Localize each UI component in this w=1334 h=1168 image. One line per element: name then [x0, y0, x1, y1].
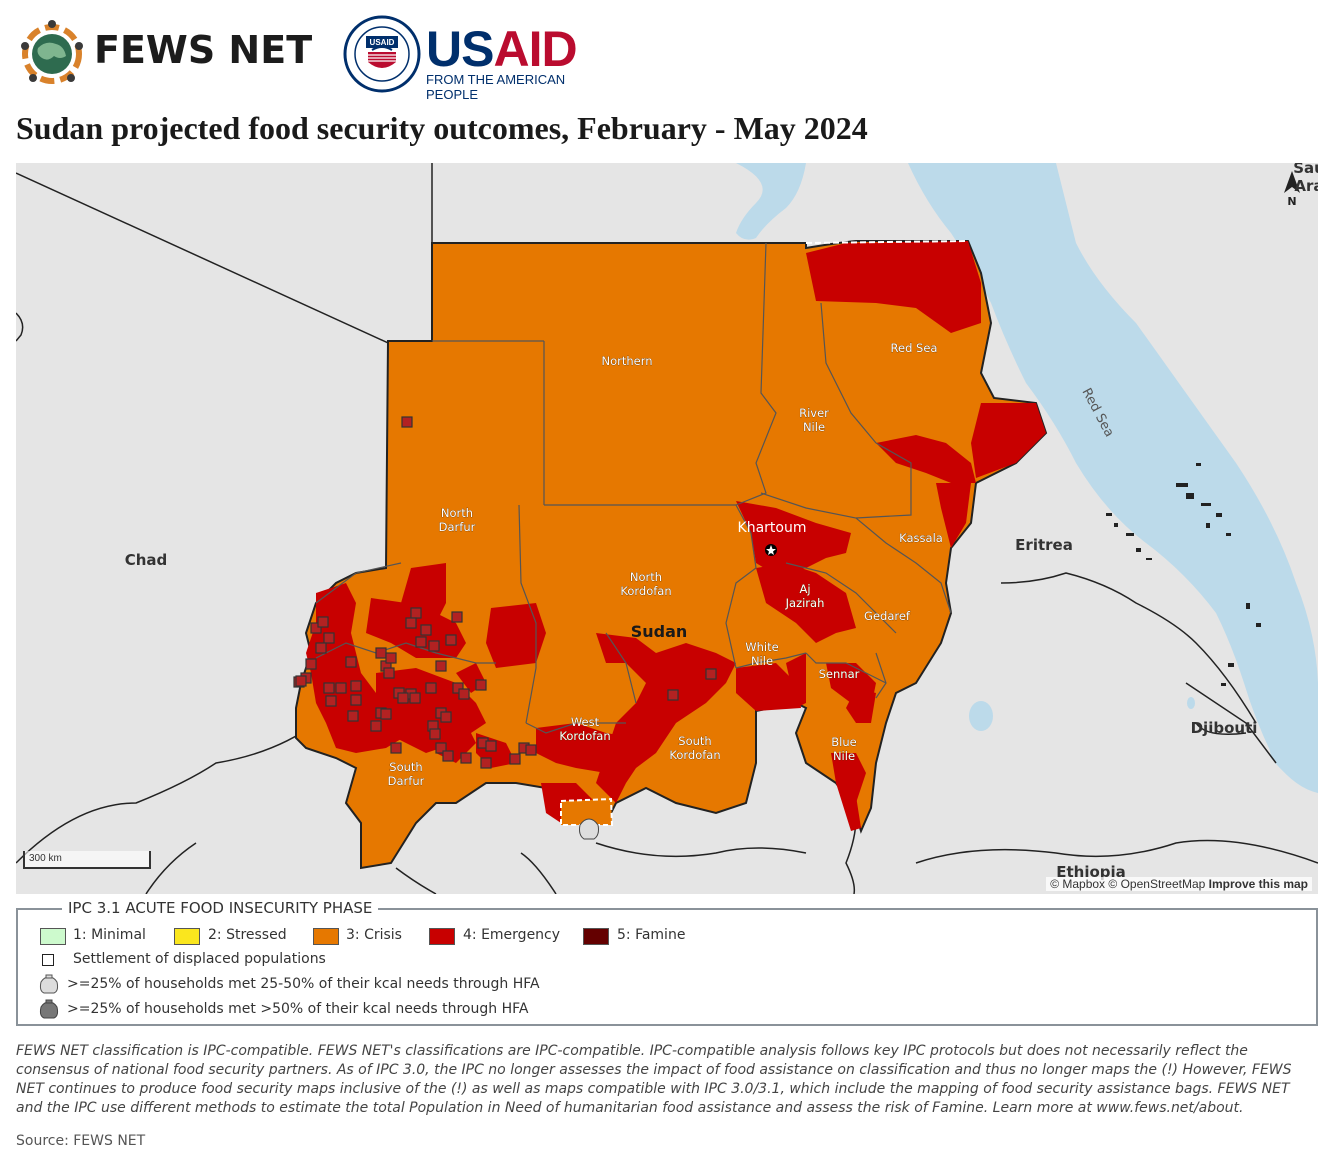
label-south-kordofan-1: South	[678, 734, 711, 748]
swatch-minimal	[40, 928, 66, 945]
north-arrow-icon	[1284, 171, 1300, 193]
map-attribution: © Mapbox © OpenStreetMap Improve this ma…	[1046, 877, 1312, 891]
legend-title: IPC 3.1 ACUTE FOOD INSECURITY PHASE	[62, 899, 379, 917]
sudan-map: N Northern River Nile Red Sea Kassala Aj…	[16, 163, 1318, 894]
hfa-bag-dark-icon	[39, 999, 59, 1019]
label-north-darfur-2: Darfur	[439, 520, 476, 534]
label-north-kordofan-2: Kordofan	[620, 584, 671, 598]
source-note: Source: FEWS NET	[16, 1133, 146, 1149]
map-canvas[interactable]: N Northern River Nile Red Sea Kassala Aj…	[16, 163, 1318, 894]
seal-text: USAID	[370, 38, 395, 47]
swatch-crisis	[313, 928, 339, 945]
legend-crisis: 3: Crisis	[346, 927, 402, 943]
label-chad: Chad	[125, 551, 168, 569]
swatch-stressed	[174, 928, 200, 945]
hfa-bag-icon	[579, 818, 599, 840]
label-eritrea: Eritrea	[1015, 536, 1073, 554]
legend-minimal: 1: Minimal	[73, 927, 146, 943]
label-blue-nile-1: Blue	[831, 735, 856, 749]
swatch-famine	[583, 928, 609, 945]
label-blue-nile-2: Nile	[833, 749, 855, 763]
label-saudi-1: Sau	[1293, 163, 1318, 177]
legend: IPC 3.1 ACUTE FOOD INSECURITY PHASE 1: M…	[16, 899, 1318, 1026]
label-north-kordofan-1: North	[630, 570, 662, 584]
label-kassala: Kassala	[899, 531, 943, 545]
label-aj-2: Jazirah	[785, 596, 825, 610]
settlement-square-icon	[42, 954, 54, 966]
fews-net-logo	[21, 20, 83, 84]
label-gedaref: Gedaref	[864, 609, 911, 623]
label-white-nile-1: White	[745, 640, 778, 654]
swatch-emergency	[429, 928, 455, 945]
legend-hfa-low: >=25% of households met 25-50% of their …	[67, 976, 540, 992]
label-south-kordofan-2: Kordofan	[669, 748, 720, 762]
label-djibouti: Djibouti	[1191, 719, 1258, 737]
label-west-kordofan-2: Kordofan	[559, 729, 610, 743]
label-north-darfur-1: North	[441, 506, 473, 520]
label-sudan: Sudan	[631, 622, 688, 641]
usaid-tagline: FROM THE AMERICAN PEOPLE	[426, 72, 566, 102]
north-arrow-label: N	[1287, 195, 1296, 208]
label-south-darfur-2: Darfur	[388, 774, 425, 788]
header: FEWS NET USAID USAID FROM THE AMERICAN P…	[16, 14, 616, 102]
label-northern: Northern	[601, 354, 652, 368]
label-saudi-2: Ara	[1294, 177, 1318, 195]
legend-emergency: 4: Emergency	[463, 927, 561, 943]
label-ethiopia: Ethiopia	[1056, 863, 1126, 881]
label-sennar: Sennar	[819, 667, 860, 681]
legend-hfa-high: >=25% of households met >50% of their kc…	[67, 1001, 529, 1017]
usaid-seal: USAID	[343, 15, 421, 93]
hfa-bag-light-icon	[39, 974, 59, 994]
label-river-nile-1: River	[799, 406, 829, 420]
red-sea-water	[908, 163, 1318, 793]
label-red-sea: Red Sea	[891, 341, 938, 355]
disclaimer: FEWS NET classification is IPC-compatibl…	[16, 1043, 1292, 1116]
label-white-nile-2: Nile	[751, 654, 773, 668]
scale-bar: 300 km	[23, 851, 151, 869]
fews-net-wordmark: FEWS NET	[94, 28, 313, 72]
legend-settlement: Settlement of displaced populations	[73, 951, 326, 967]
osm-credit[interactable]: © OpenStreetMap	[1108, 877, 1206, 891]
improve-map-link[interactable]: Improve this map	[1208, 877, 1308, 891]
label-south-darfur-1: South	[389, 760, 422, 774]
mapbox-credit[interactable]: © Mapbox	[1050, 877, 1106, 891]
legend-stressed: 2: Stressed	[208, 927, 287, 943]
label-aj-1: Aj	[799, 582, 810, 596]
label-khartoum: Khartoum	[738, 520, 807, 536]
label-river-nile-2: Nile	[803, 420, 825, 434]
label-west-kordofan-1: West	[571, 715, 600, 729]
usaid-wordmark: USAID	[426, 21, 578, 77]
legend-famine: 5: Famine	[617, 927, 686, 943]
page-title: Sudan projected food security outcomes, …	[16, 110, 868, 146]
